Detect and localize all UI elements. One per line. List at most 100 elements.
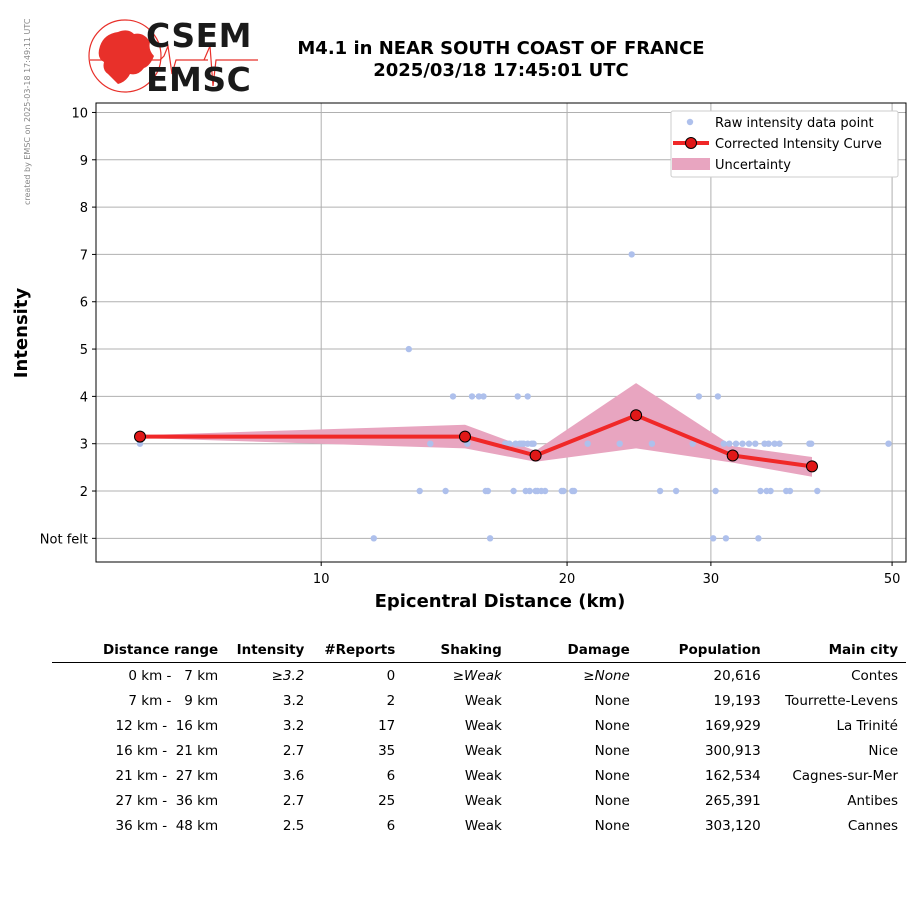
table-cell-damage: None	[594, 792, 630, 809]
tick-labels: Not felt 2 3 4 5 6 7 8 9 10 10 20 30 50	[40, 106, 901, 587]
raw-data-point	[712, 487, 719, 495]
y-tick-label: 7	[80, 248, 88, 263]
legend-raw-marker	[686, 118, 694, 126]
table-cell-range: 27 km - 36 km	[115, 792, 219, 809]
raw-data-point	[449, 393, 457, 400]
table-cell-damage: None	[594, 817, 630, 834]
legend: Raw intensity data point Corrected Inten…	[670, 110, 899, 178]
x-tick-label: 30	[703, 572, 720, 587]
table-cell-range: 16 km - 21 km	[115, 742, 219, 759]
raw-data-point	[739, 440, 746, 447]
table-cell-population: 265,391	[704, 792, 761, 809]
y-tick-label: 8	[80, 201, 88, 216]
raw-data-point	[524, 393, 531, 400]
table-cell-shaking: Weak	[464, 717, 502, 734]
table-cell-damage: ≥None	[583, 667, 630, 684]
table-cell-population: 19,193	[713, 692, 761, 709]
legend-curve-marker	[685, 137, 697, 149]
table-cell-city: Cagnes-sur-Mer	[792, 767, 898, 784]
summary-table: Distance range Intensity #Reports Shaking Da…	[52, 640, 906, 838]
table-row: 7 km - 9 km 3.2 2 Weak None 19,193 Tourrette-L…	[52, 688, 906, 713]
raw-data-point	[776, 440, 783, 447]
raw-data-point	[530, 440, 537, 447]
table-cell-reports: 6	[386, 817, 396, 834]
table-cell-city: Tourrette-Levens	[785, 692, 898, 709]
raw-data-point	[771, 440, 778, 447]
table-row: 0 km - 7 km ≥3.2 0 ≥Weak ≥None 20,616 Contes	[52, 663, 906, 689]
table-cell-range: 7 km - 9 km	[128, 692, 219, 709]
table-cell-reports: 0	[386, 667, 396, 684]
title-line-2: 2025/03/18 17:45:01 UTC	[373, 60, 629, 81]
x-tick-label: 20	[559, 572, 576, 587]
logo-globe-icon	[88, 19, 258, 93]
table-cell-range: 21 km - 27 km	[115, 767, 219, 784]
chart-title: M4.1 in NEAR SOUTH COAST OF FRANCE 2025/…	[270, 38, 732, 82]
table-row: 16 km - 21 km 2.7 35 Weak None 300,913 Nice	[52, 738, 906, 763]
legend-band-label: Uncertainty	[715, 158, 791, 173]
curve-point	[529, 449, 542, 462]
table-cell-reports: 2	[386, 692, 396, 709]
raw-data-point	[755, 535, 762, 542]
y-tick-label: 5	[80, 343, 88, 358]
table-cell-reports: 6	[386, 767, 396, 784]
curve-point	[630, 409, 643, 422]
raw-data-point	[814, 487, 821, 495]
uncertainty-band	[140, 383, 812, 477]
raw-data-point	[757, 487, 764, 495]
raw-data-point	[506, 440, 513, 447]
raw-data-point	[584, 440, 591, 447]
table-header-cell: Distance range	[52, 640, 227, 663]
table-cell-population: 20,616	[713, 667, 761, 684]
table-cell-intensity: 3.6	[282, 767, 305, 784]
legend-raw-label: Raw intensity data point	[715, 116, 874, 131]
table-cell-city: La Trinité	[836, 717, 898, 734]
plot-frame	[95, 102, 907, 563]
raw-data-point	[726, 440, 733, 447]
table-cell-damage: None	[594, 717, 630, 734]
raw-data-point	[885, 440, 892, 447]
raw-data-point	[416, 487, 423, 495]
csem-emsc-logo: CSEM EMSC	[88, 16, 258, 100]
raw-data-point	[745, 440, 753, 447]
uncertainty-area	[140, 383, 812, 477]
table-header-cell: Shaking	[403, 640, 510, 663]
curve-point	[134, 430, 146, 443]
table-header-cell: Main city	[768, 640, 906, 663]
y-tick-label: 6	[80, 296, 88, 311]
title-line-1: M4.1 in NEAR SOUTH COAST OF FRANCE	[297, 38, 705, 59]
table-row: 21 km - 27 km 3.6 6 Weak None 162,534 Cagnes-s…	[52, 763, 906, 788]
table-body: 0 km - 7 km ≥3.2 0 ≥Weak ≥None 20,616 Contes 7 …	[52, 663, 906, 839]
raw-data-point	[695, 393, 703, 400]
y-tick-label: 10	[71, 106, 88, 121]
x-tick-label: 50	[884, 572, 901, 587]
table-header-row: Distance range Intensity #Reports Shaking Da…	[52, 640, 906, 663]
table-row: 36 km - 48 km 2.5 6 Weak None 303,120 Cannes	[52, 813, 906, 838]
table-cell-intensity: 3.2	[282, 717, 305, 734]
raw-data-point	[484, 487, 492, 495]
raw-data-point	[526, 487, 533, 495]
raw-data-point	[720, 440, 727, 447]
corrected-curve	[134, 409, 818, 473]
y-tick-label: 4	[80, 390, 88, 405]
y-tick-label: Not felt	[40, 532, 88, 547]
table-cell-shaking: Weak	[464, 692, 502, 709]
raw-data-point	[714, 393, 722, 400]
legend-box	[670, 110, 899, 178]
logo-text-emsc: EMSC	[146, 60, 252, 99]
table-cell-population: 300,913	[704, 742, 761, 759]
table-header-cell: Damage	[509, 640, 638, 663]
raw-data-point	[765, 440, 772, 447]
table-row: 27 km - 36 km 2.7 25 Weak None 265,391 Antibes	[52, 788, 906, 813]
raw-data-point	[370, 535, 377, 542]
table-cell-reports: 17	[378, 717, 396, 734]
y-axis-label: Intensity	[11, 288, 32, 379]
curve-line	[140, 413, 813, 469]
raw-data-point	[786, 487, 794, 495]
raw-data-point	[560, 487, 567, 495]
table-cell-range: 12 km - 16 km	[115, 717, 219, 734]
raw-data-point	[672, 487, 680, 495]
x-tick-label: 10	[313, 572, 330, 587]
table-cell-city: Nice	[868, 742, 898, 759]
raw-data-point	[656, 487, 664, 495]
table-cell-shaking: Weak	[464, 742, 502, 759]
